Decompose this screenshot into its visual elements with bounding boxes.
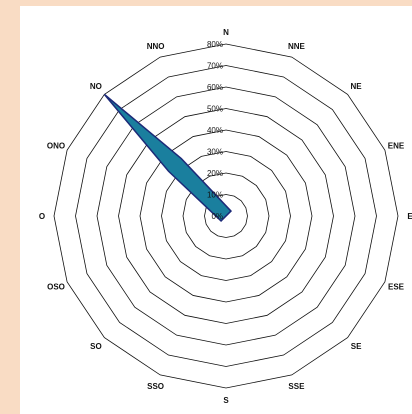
grid-ring-70pct — [75, 65, 377, 367]
grid-ring-20pct — [182, 172, 270, 260]
tick-label-0pct: 0% — [211, 212, 223, 221]
ring-tick-labels: 0% 10% 20% 30% 40% 50% 60% 70% 80% — [207, 40, 223, 221]
direction-label-NNE: NNE — [288, 42, 306, 51]
grid-ring-50pct — [118, 108, 334, 324]
direction-label-S: S — [223, 396, 229, 405]
direction-label-SO: SO — [90, 342, 102, 351]
direction-label-ESE: ESE — [388, 282, 405, 291]
tick-label-80pct: 80% — [207, 40, 223, 49]
grid-rings — [53, 43, 399, 389]
direction-label-N: N — [223, 28, 229, 37]
tick-label-20pct: 20% — [207, 169, 223, 178]
grid-ring-30pct — [161, 151, 291, 281]
direction-label-SSE: SSE — [288, 382, 305, 391]
direction-label-O: O — [39, 212, 45, 221]
tick-label-60pct: 60% — [207, 83, 223, 92]
direction-label-E: E — [407, 212, 412, 221]
radar-chart: 0% 10% 20% 30% 40% 50% 60% 70% 80% N NNE NE ENE E ESE… — [39, 28, 412, 405]
direction-label-NE: NE — [351, 82, 363, 91]
tick-label-30pct: 30% — [207, 148, 223, 157]
series-area — [103, 93, 232, 222]
tick-label-10pct: 10% — [207, 191, 223, 200]
tick-label-50pct: 50% — [207, 105, 223, 114]
direction-labels: N NNE NE ENE E ESE SE SSE S SSO SO OSO O ONO NO NNO — [39, 28, 412, 405]
grid-ring-40pct — [139, 129, 313, 303]
direction-label-SSO: SSO — [147, 382, 164, 391]
direction-label-NNO: NNO — [147, 42, 165, 51]
direction-label-ONO: ONO — [47, 142, 65, 151]
grid-ring-60pct — [96, 86, 356, 346]
direction-label-OSO: OSO — [47, 282, 65, 291]
series-wedge-NO — [103, 93, 232, 222]
direction-label-NO: NO — [90, 82, 102, 91]
direction-label-ENE: ENE — [388, 142, 405, 151]
tick-label-40pct: 40% — [207, 126, 223, 135]
direction-label-SE: SE — [351, 342, 362, 351]
chart-panel: 0% 10% 20% 30% 40% 50% 60% 70% 80% N NNE NE ENE E ESE… — [20, 6, 412, 414]
tick-label-70pct: 70% — [207, 62, 223, 71]
grid-ring-80pct — [53, 43, 399, 389]
